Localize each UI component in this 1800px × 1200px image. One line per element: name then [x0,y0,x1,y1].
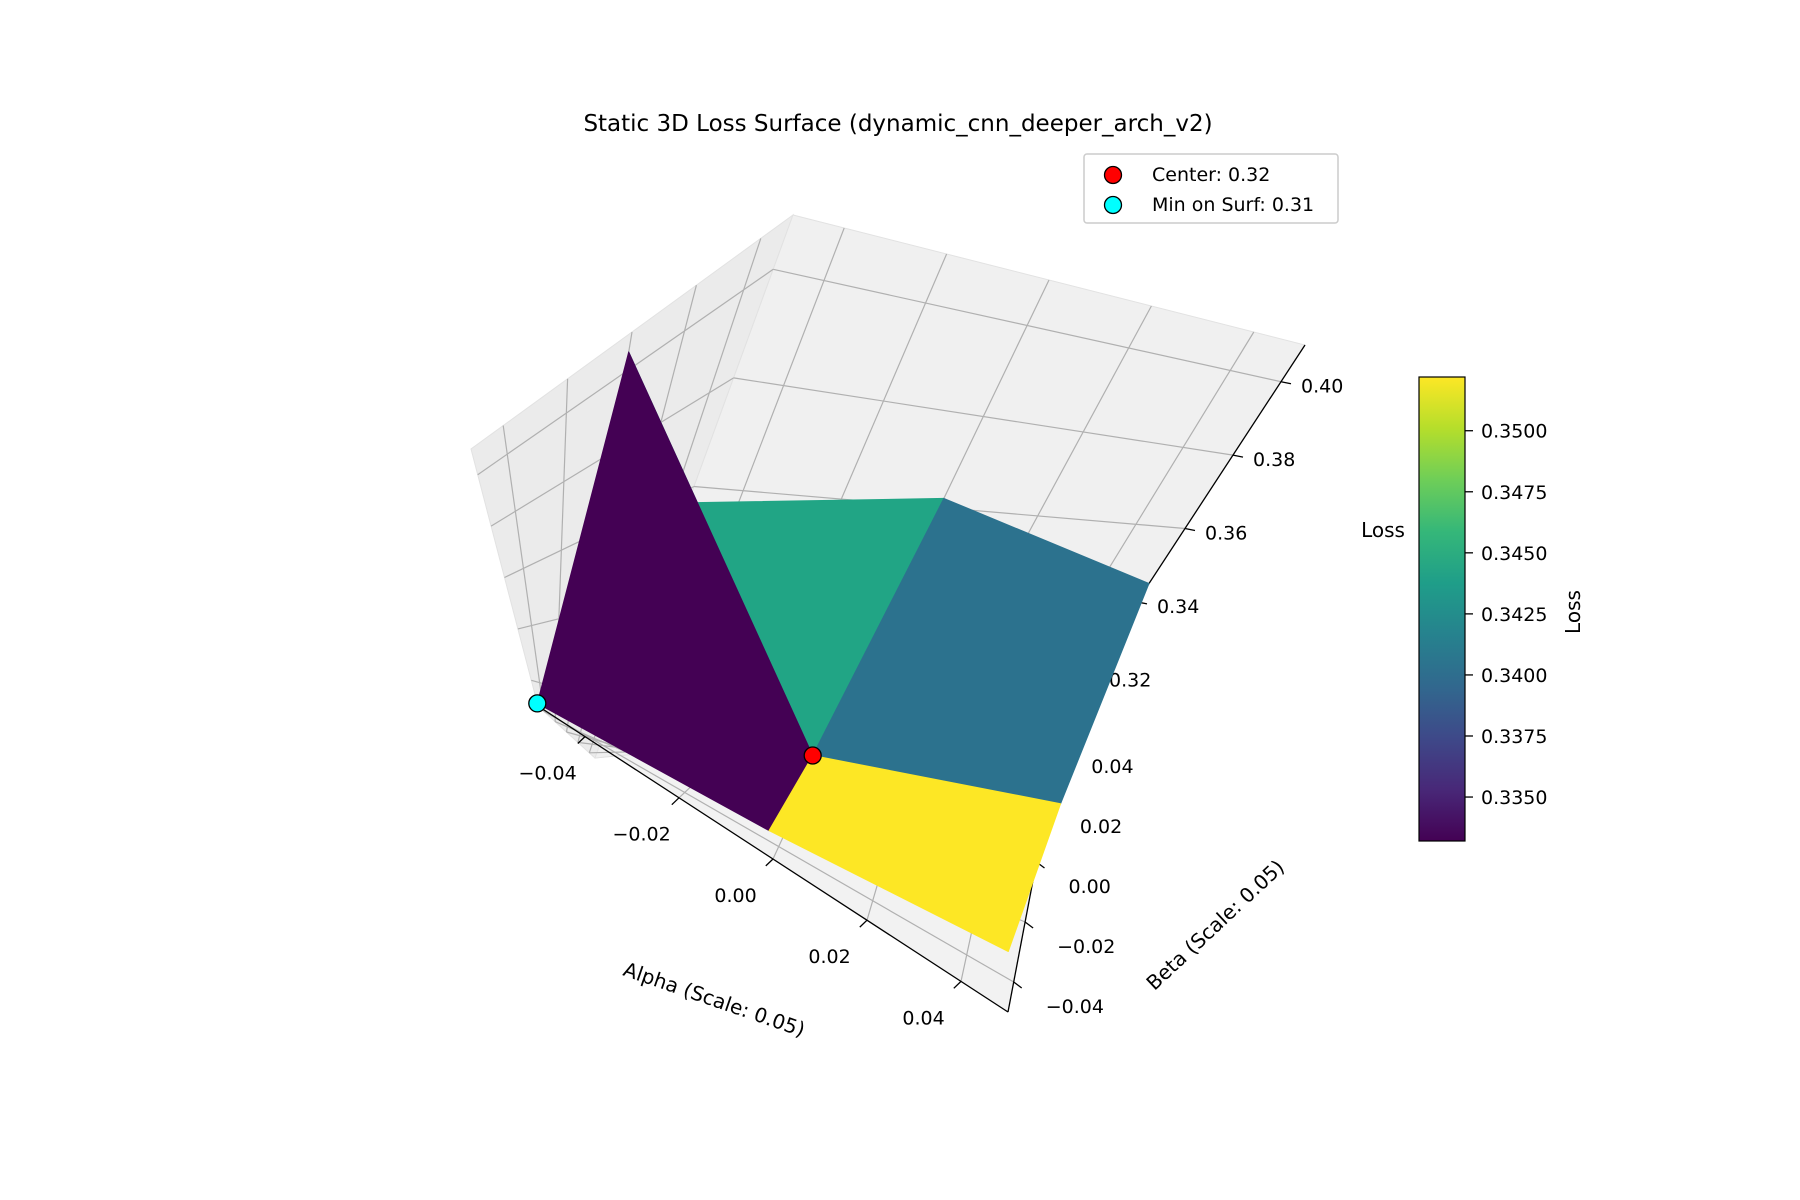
y-axis-tick-label: −0.04 [1046,996,1104,1018]
colorbar-tick-label: 0.3400 [1481,665,1547,687]
x-axis-label: Alpha (Scale: 0.05) [620,957,808,1042]
legend-center-marker-icon [1103,165,1123,185]
colorbar: 0.3350 0.3375 0.3400 0.3425 0.3450 0.3475 0.35… [1418,376,1585,842]
legend-min-marker-icon [1103,195,1123,215]
x-axis-tick-label: 0.00 [714,885,756,907]
y-axis-label: Beta (Scale: 0.05) [1141,855,1289,995]
x-axis-tick-label: −0.02 [612,824,670,846]
legend-center-label: Center: 0.32 [1152,164,1270,186]
surface-face-right-front [768,755,1062,952]
y-axis-tick-label: 0.04 [1091,756,1133,778]
colorbar-tick-label: 0.3450 [1481,543,1547,565]
z-axis-tick [1280,381,1292,385]
colorbar-label: Loss [1561,590,1585,634]
z-axis-tick-label: 0.32 [1109,669,1151,691]
colorbar-tick-label: 0.3500 [1481,421,1547,443]
min-marker [528,694,547,713]
y-axis-tick [1013,981,1023,989]
x-axis-tick-label: −0.04 [518,762,576,784]
z-axis-label: Loss [1361,518,1405,542]
legend: Center: 0.32 Min on Surf: 0.31 [1083,153,1339,224]
colorbar-tick-label: 0.3475 [1481,482,1547,504]
x-axis-tick [577,736,586,744]
colorbar-tick-label: 0.3425 [1481,604,1547,626]
colorbar-tick-label: 0.3375 [1481,726,1547,748]
colorbar-tick-label: 0.3350 [1481,787,1547,809]
y-axis-tick-label: 0.00 [1069,876,1111,898]
z-gridline [773,268,1282,383]
x-axis-tick [859,919,868,928]
x-axis-tick [765,858,774,867]
z-gridline [733,377,1234,456]
y-gridline [543,710,1014,983]
x-axis-tick [671,797,680,806]
x-axis-tick-label: 0.04 [902,1007,944,1029]
legend-frame [1083,153,1339,224]
surface-markers [528,694,822,765]
z-axis-tick [1232,454,1244,458]
y-axis-tick [1024,921,1034,929]
z-axis-tick-label: 0.40 [1301,376,1343,398]
z-axis-tick [1184,527,1196,532]
center-marker [803,746,822,765]
y-axis-tick-label: 0.02 [1080,816,1122,838]
loss-surface [536,351,1150,952]
z-axis-tick-label: 0.34 [1157,596,1199,618]
colorbar-gradient [1418,376,1466,842]
z-axis-tick-label: 0.38 [1253,449,1295,471]
y-axis-tick-label: −0.02 [1057,936,1115,958]
legend-min-label: Min on Surf: 0.31 [1152,194,1314,216]
z-axis-tick-label: 0.36 [1205,523,1247,545]
x-axis-tick-label: 0.02 [808,946,850,968]
chart-title: Static 3D Loss Surface (dynamic_cnn_deep… [583,111,1212,137]
colorbar-ticks: 0.3350 0.3375 0.3400 0.3425 0.3450 0.3475 0.35… [1465,421,1547,809]
x-axis-tick [953,980,962,989]
